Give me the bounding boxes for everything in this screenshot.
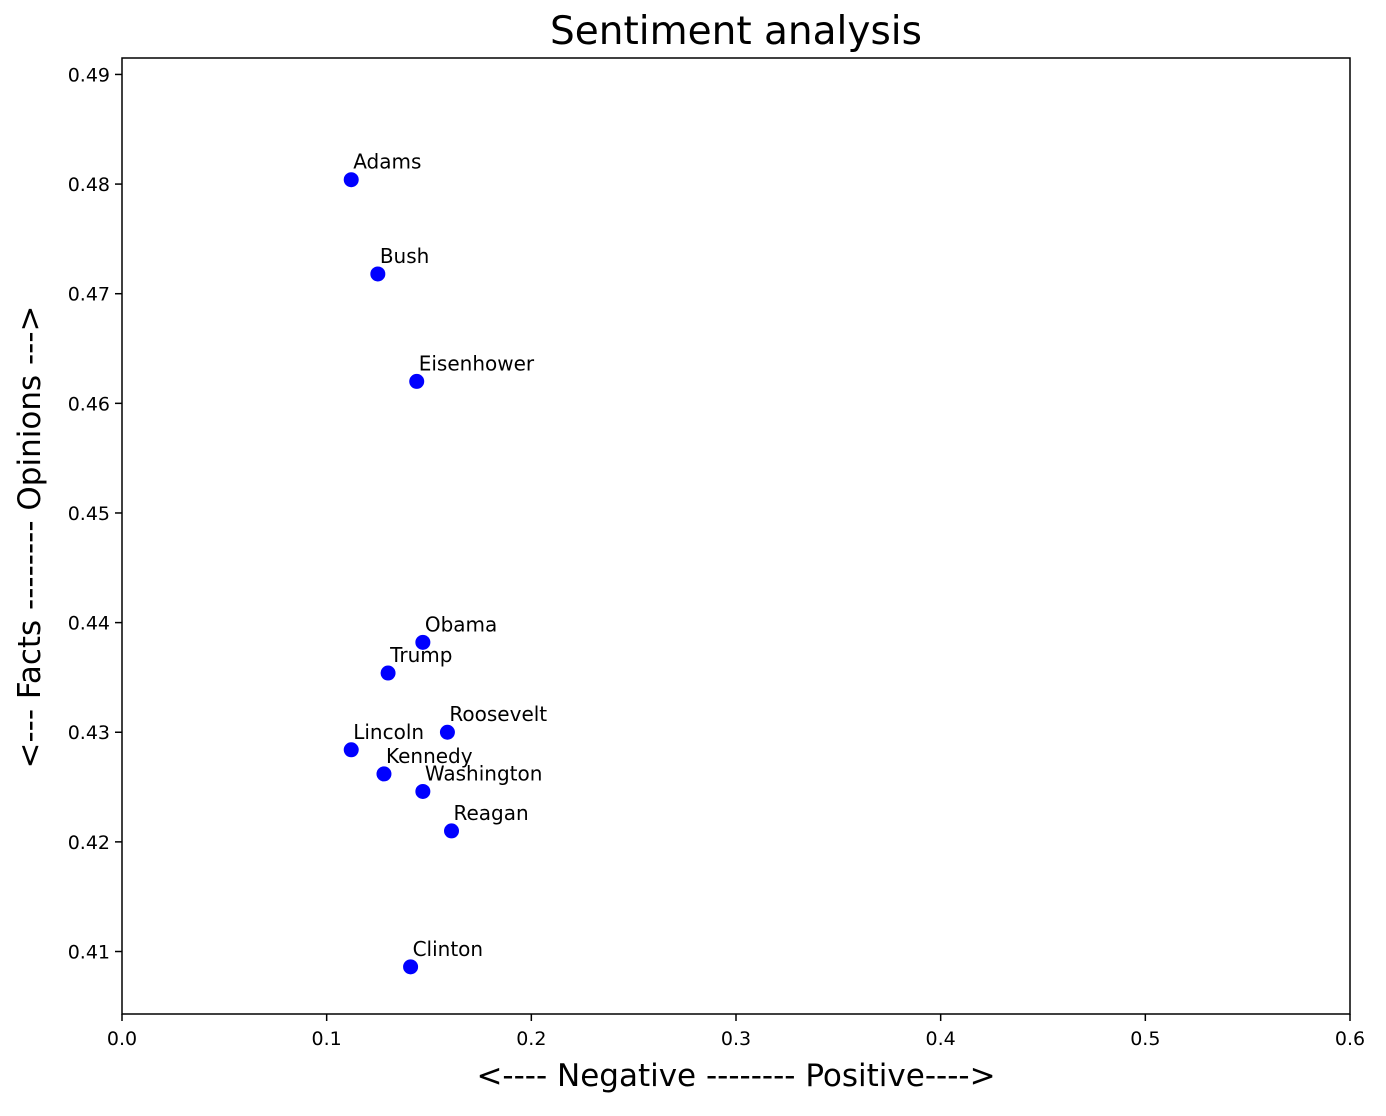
y-axis: 0.41 0.42 0.43 0.44 0.45 0.46 0.47 0.48 0.49 [68, 64, 122, 964]
data-point [415, 634, 431, 650]
x-tick-label: 0.5 [1130, 1028, 1160, 1050]
data-point-label: Eisenhower [419, 351, 535, 375]
data-point [409, 373, 425, 389]
data-point [380, 665, 396, 681]
x-tick-label: 0.4 [926, 1028, 956, 1050]
data-point [343, 742, 359, 758]
chart-title: Sentiment analysis [550, 9, 922, 54]
x-axis-label: <---- Negative -------- Positive----> [476, 1058, 995, 1094]
x-tick-label: 0.3 [721, 1028, 751, 1050]
x-tick-label: 0.1 [312, 1028, 342, 1050]
y-tick-label: 0.48 [68, 174, 110, 196]
data-point [415, 783, 431, 799]
x-tick-label: 0.0 [107, 1028, 137, 1050]
y-axis-label: <--- Facts -------- Opinions ---> [12, 305, 48, 768]
data-point-label: Bush [380, 244, 430, 268]
plot-frame [121, 57, 1351, 1015]
data-point [370, 266, 386, 282]
y-tick-label: 0.46 [68, 393, 110, 415]
plot-area [121, 57, 1351, 1015]
data-point-label: Kennedy [386, 744, 473, 768]
data-point [444, 823, 460, 839]
y-tick-label: 0.49 [68, 64, 110, 86]
data-point [403, 959, 419, 975]
y-tick-label: 0.47 [68, 284, 110, 306]
x-axis: 0.0 0.1 0.2 0.3 0.4 0.5 0.6 [107, 1014, 1365, 1050]
y-tick-label: 0.42 [68, 832, 110, 854]
data-point-label: Adams [353, 150, 421, 174]
data-point-label: Trump [389, 643, 452, 667]
data-point [439, 724, 455, 740]
data-point-label: Clinton [413, 937, 484, 961]
x-tick-label: 0.2 [516, 1028, 546, 1050]
data-point-label: Roosevelt [449, 702, 547, 726]
data-point [343, 172, 359, 188]
y-tick-label: 0.43 [68, 722, 110, 744]
y-tick-label: 0.41 [68, 942, 110, 964]
data-point-label: Lincoln [353, 720, 424, 744]
data-point-label: Washington [425, 761, 543, 785]
data-point [376, 766, 392, 782]
x-tick-label: 0.6 [1335, 1028, 1365, 1050]
data-point-label: Reagan [454, 801, 529, 825]
data-points: Adams Bush Eisenhower Obama Trump Roosevelt Li… [343, 150, 547, 975]
data-point-label: Obama [425, 612, 497, 636]
y-tick-label: 0.44 [68, 613, 110, 635]
y-tick-label: 0.45 [68, 503, 110, 525]
